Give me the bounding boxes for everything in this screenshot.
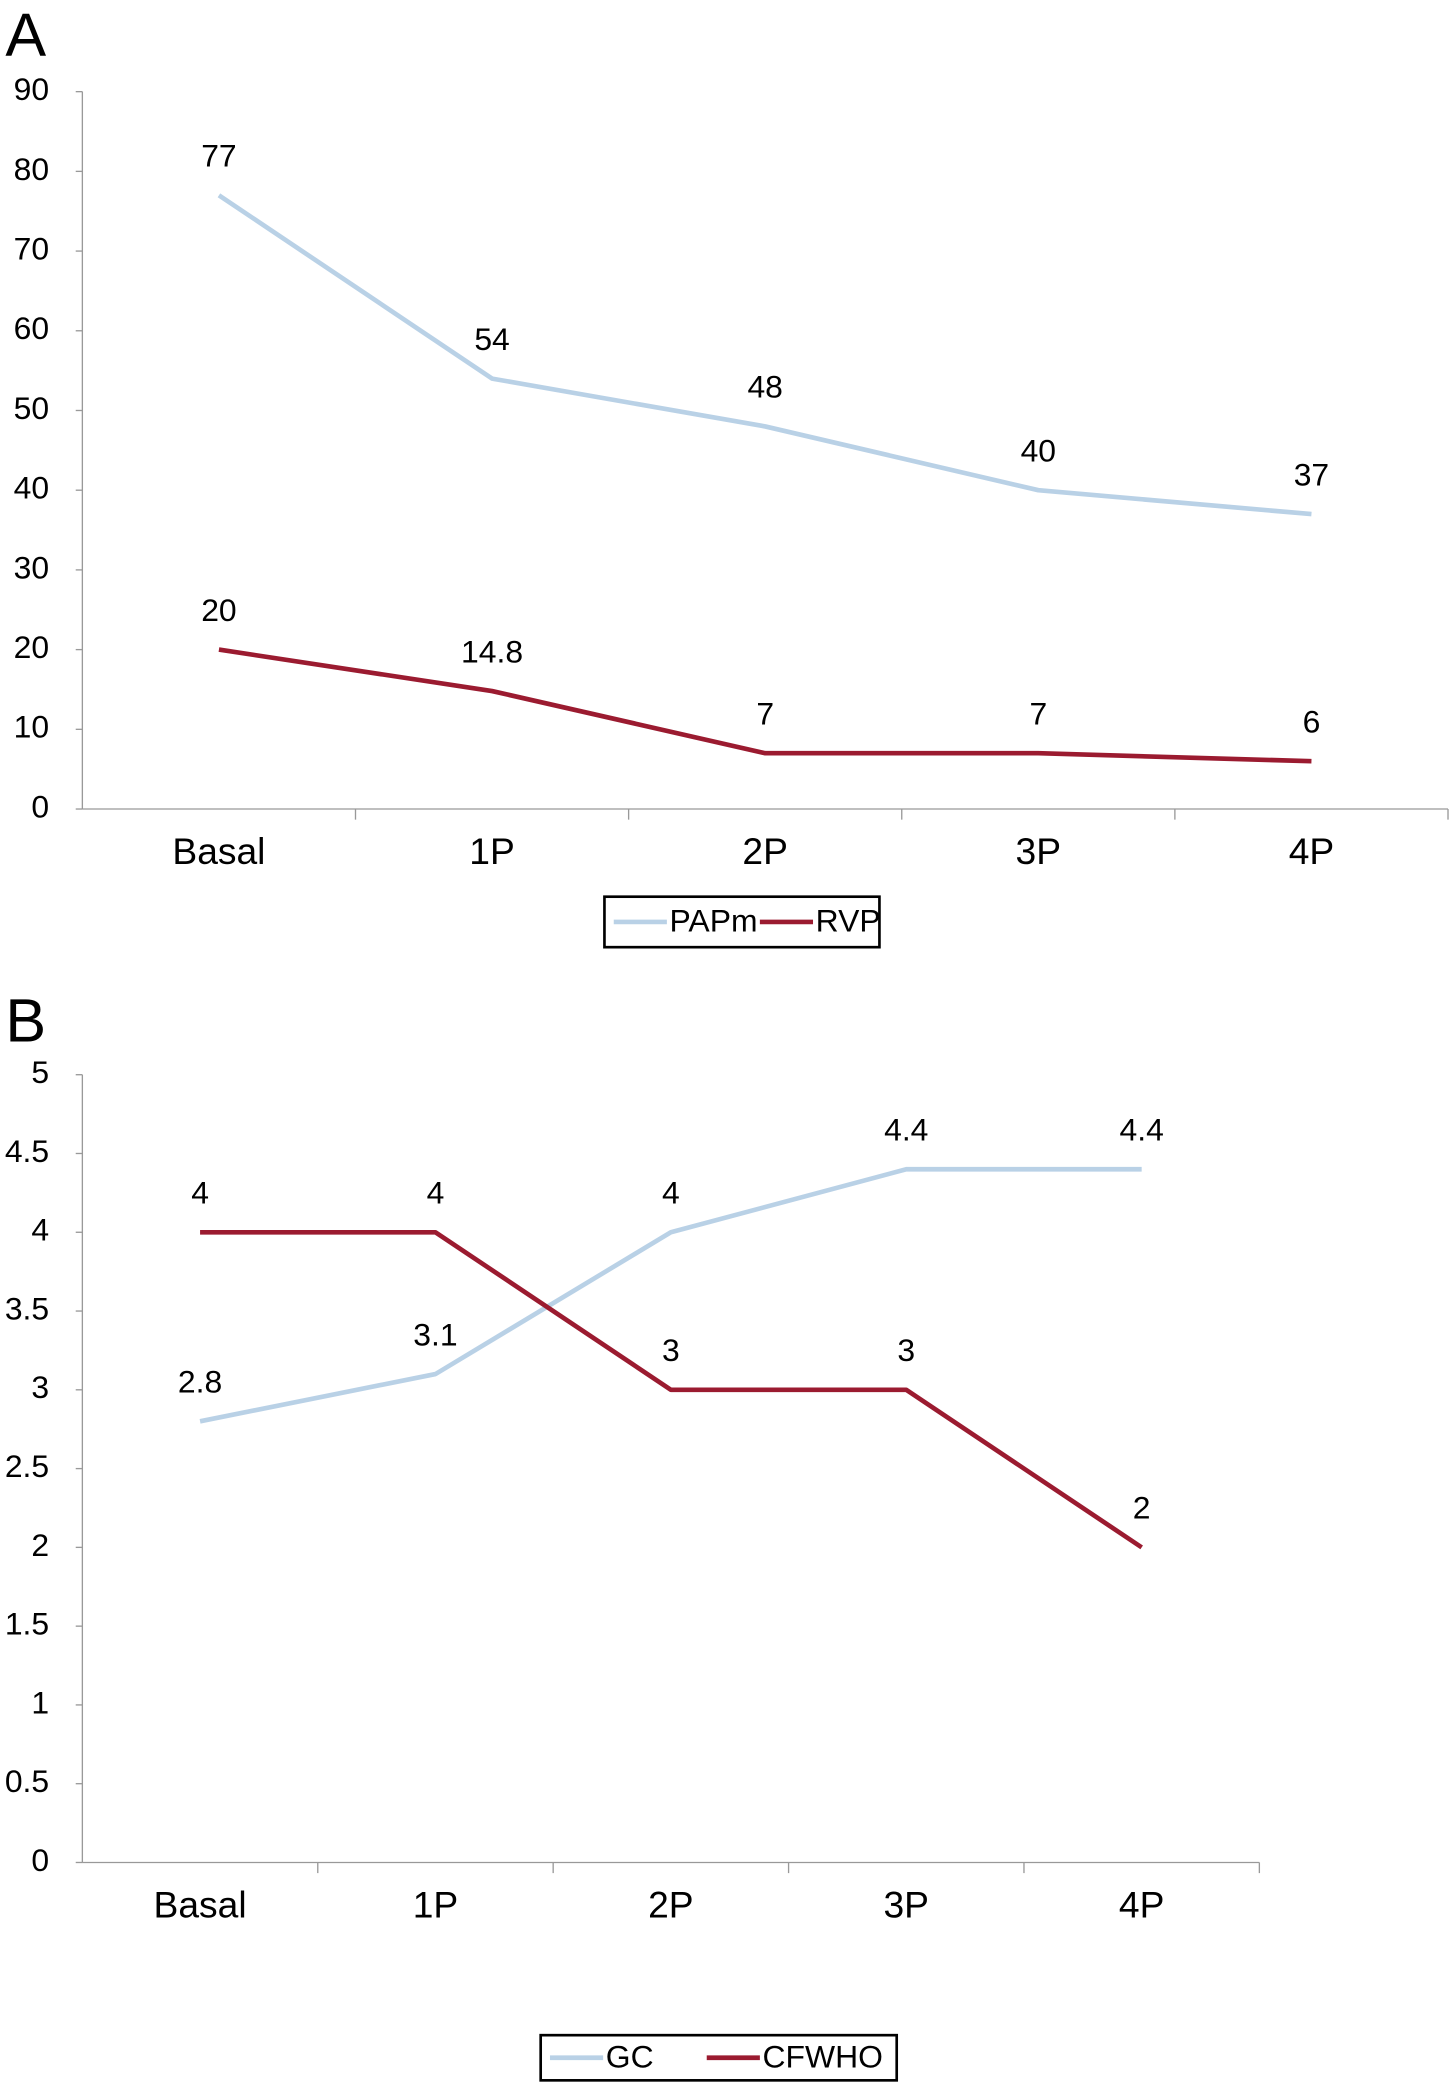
y-tick-label: 1.5 [5, 1606, 49, 1642]
data-label: 14.8 [461, 633, 523, 669]
panel-label: B [5, 987, 46, 1055]
legend-box [603, 895, 881, 949]
x-tick-label: 3P [884, 1883, 930, 1925]
data-label: 4.4 [1120, 1111, 1164, 1147]
legend-label: PAPm [670, 903, 758, 939]
y-tick-label: 40 [14, 470, 49, 506]
data-label: 40 [1021, 432, 1056, 468]
data-label: 7 [1029, 695, 1047, 731]
data-label: 3 [662, 1332, 680, 1368]
y-tick-label: 4.5 [5, 1133, 49, 1169]
y-tick-label: 50 [14, 390, 49, 426]
y-tick-label: 1 [31, 1684, 49, 1720]
data-label: 3 [897, 1332, 915, 1368]
legend-label: GC [606, 2039, 654, 2075]
y-tick-label: 3 [31, 1369, 49, 1405]
x-tick-label: 2P [648, 1883, 694, 1925]
data-label: 4 [662, 1174, 680, 1210]
y-tick-label: 5 [31, 1054, 49, 1090]
y-tick-label: 60 [14, 310, 49, 346]
y-tick-label: 4 [31, 1212, 49, 1248]
series-line [199, 1166, 1142, 1424]
y-tick-label: 3.5 [5, 1290, 49, 1326]
data-label: 4.4 [884, 1111, 928, 1147]
data-label: 4 [191, 1174, 209, 1210]
data-label: 48 [747, 369, 782, 405]
y-tick-label: 20 [14, 629, 49, 665]
data-label: 2.8 [178, 1364, 222, 1400]
panel-label: A [5, 1, 46, 69]
legend-label: CFWHO [763, 2039, 883, 2075]
x-tick-label: 1P [469, 830, 515, 872]
x-tick-label: 2P [742, 830, 788, 872]
x-tick-label: 3P [1016, 830, 1062, 872]
y-tick-label: 90 [14, 71, 49, 107]
data-label: 37 [1294, 456, 1329, 492]
x-tick-label: Basal [172, 830, 265, 872]
y-tick-label: 0 [31, 788, 49, 824]
x-tick-label: 4P [1119, 1883, 1165, 1925]
x-tick-label: 1P [413, 1883, 459, 1925]
x-tick-label: Basal [154, 1883, 247, 1925]
data-label: 20 [201, 592, 236, 628]
y-tick-label: 70 [14, 230, 49, 266]
y-tick-label: 2.5 [5, 1448, 49, 1484]
data-label: 54 [474, 321, 509, 357]
series-line [218, 647, 1312, 764]
x-tick-label: 4P [1289, 830, 1335, 872]
data-label: 77 [201, 138, 236, 174]
data-label: 4 [427, 1174, 445, 1210]
series-line [217, 193, 1312, 517]
y-tick-label: 30 [14, 549, 49, 585]
data-label: 2 [1133, 1490, 1151, 1526]
y-tick-label: 0 [31, 1842, 49, 1878]
y-tick-label: 2 [31, 1527, 49, 1563]
y-tick-label: 0.5 [5, 1763, 49, 1799]
data-label: 7 [756, 695, 774, 731]
y-tick-label: 80 [14, 151, 49, 187]
y-tick-label: 10 [14, 709, 49, 745]
data-label: 6 [1303, 703, 1321, 739]
legend-label: RVP [816, 903, 881, 939]
data-label: 3.1 [413, 1316, 457, 1352]
series-line [200, 1229, 1143, 1550]
